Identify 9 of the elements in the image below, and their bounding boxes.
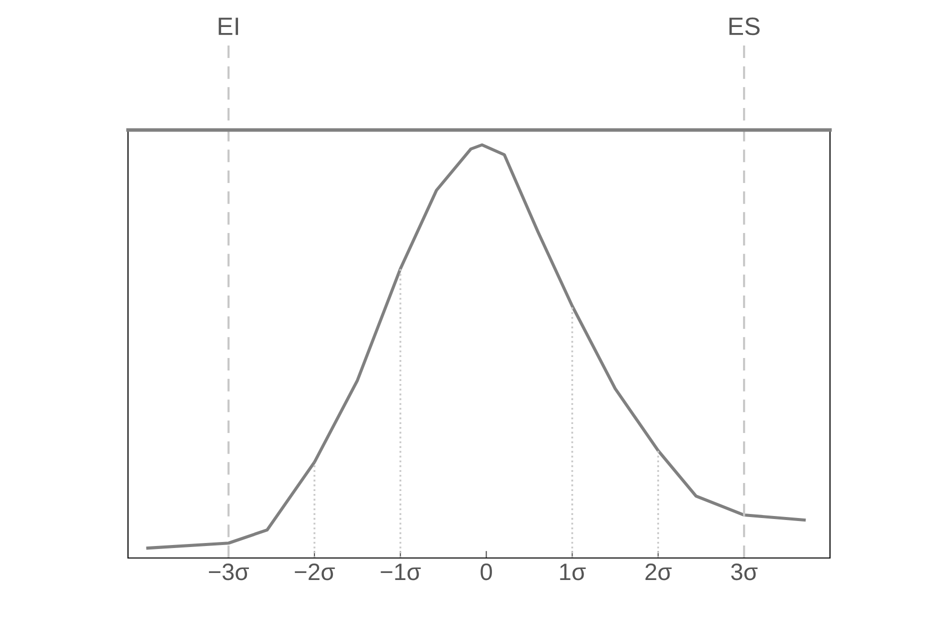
x-tick-label: 2σ [645, 563, 672, 580]
x-tick-label: −1σ [380, 564, 421, 580]
x-tick-label: −2σ [294, 563, 335, 580]
x-tick-label: 1σ [560, 564, 586, 580]
x-tick-label: 3σ [731, 563, 758, 580]
x-tick-label: 0 [480, 563, 492, 580]
x-tick-label: −3σ [208, 563, 249, 580]
ref-line-label: EI [218, 18, 238, 35]
ref-line-label: ES [729, 17, 760, 36]
